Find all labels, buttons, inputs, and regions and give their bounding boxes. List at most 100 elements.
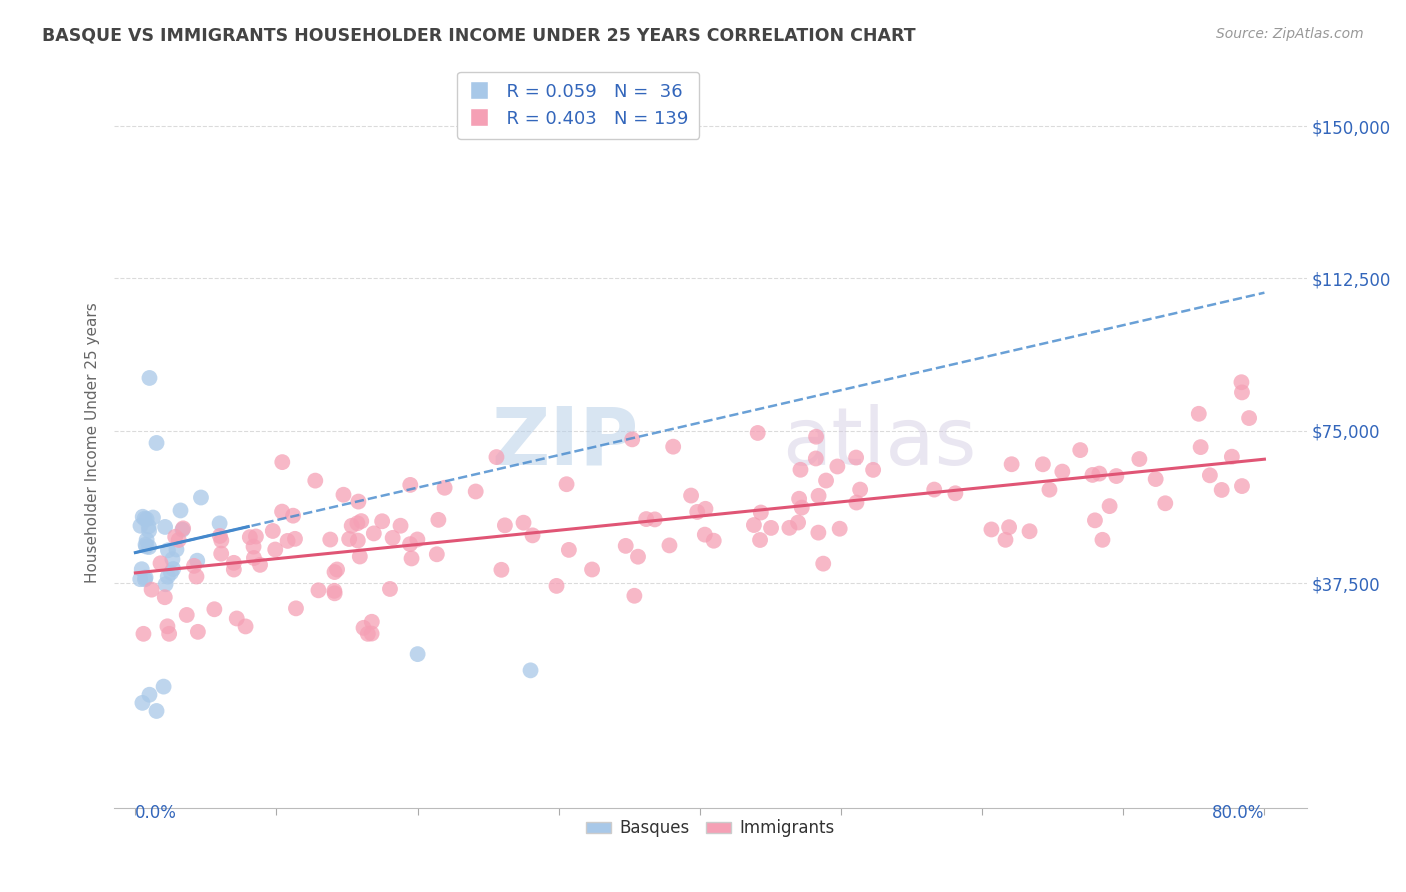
Point [160, 566, 183, 580]
Point [522, 528, 544, 542]
Point [135, 570, 157, 584]
Point [172, 523, 194, 537]
Point [271, 505, 294, 519]
Point [807, 525, 830, 540]
Point [134, 572, 156, 586]
Point [1230, 479, 1253, 493]
Point [681, 489, 703, 503]
Text: BASQUE VS IMMIGRANTS HOUSEHOLDER INCOME UNDER 25 YEARS CORRELATION CHART: BASQUE VS IMMIGRANTS HOUSEHOLDER INCOME … [42, 27, 915, 45]
Point [132, 627, 155, 641]
Point [165, 542, 187, 557]
Point [1018, 524, 1040, 539]
Point [1069, 443, 1091, 458]
Point [132, 509, 155, 524]
Point [332, 488, 354, 502]
Point [512, 516, 534, 530]
Point [621, 433, 644, 447]
Point [790, 500, 813, 515]
Point [558, 542, 581, 557]
Point [546, 579, 568, 593]
Point [1001, 457, 1024, 471]
Point [464, 484, 486, 499]
Point [623, 589, 645, 603]
Point [644, 512, 666, 526]
Point [145, 704, 167, 718]
Point [134, 511, 156, 525]
Point [636, 512, 658, 526]
Point [135, 533, 157, 547]
Point [378, 582, 401, 596]
Point [494, 518, 516, 533]
Point [1052, 465, 1074, 479]
Point [555, 477, 578, 491]
Point [129, 518, 152, 533]
Point [759, 521, 782, 535]
Point [141, 582, 163, 597]
Point [186, 554, 208, 568]
Point [347, 494, 370, 508]
Point [1088, 467, 1111, 481]
Point [1098, 499, 1121, 513]
Point [363, 526, 385, 541]
Point [357, 627, 380, 641]
Point [360, 626, 382, 640]
Point [845, 495, 868, 509]
Point [162, 562, 184, 576]
Point [277, 533, 299, 548]
Point [349, 549, 371, 564]
Point [789, 463, 811, 477]
Point [138, 688, 160, 702]
Point [371, 514, 394, 528]
Point [1105, 469, 1128, 483]
Text: atlas: atlas [782, 404, 976, 482]
Point [243, 551, 266, 566]
Point [208, 529, 231, 543]
Point [138, 540, 160, 554]
Point [308, 583, 330, 598]
Point [1230, 375, 1253, 389]
Point [155, 577, 177, 591]
Point [943, 486, 966, 500]
Point [1144, 472, 1167, 486]
Point [695, 501, 717, 516]
Point [239, 530, 262, 544]
Point [686, 505, 709, 519]
Point [399, 537, 422, 551]
Point [319, 533, 342, 547]
Point [749, 533, 772, 547]
Point [138, 371, 160, 385]
Y-axis label: Householder Income Under 25 years: Householder Income Under 25 years [86, 302, 100, 583]
Point [242, 540, 264, 554]
Point [186, 569, 208, 583]
Text: 80.0%: 80.0% [1212, 805, 1264, 822]
Point [1038, 483, 1060, 497]
Point [153, 520, 176, 534]
Point [491, 563, 513, 577]
Point [693, 527, 716, 541]
Point [389, 518, 412, 533]
Point [658, 538, 681, 552]
Point [209, 533, 232, 548]
Point [813, 557, 835, 571]
Point [1154, 496, 1177, 510]
Point [862, 463, 884, 477]
Point [922, 483, 945, 497]
Point [323, 586, 346, 600]
Point [323, 583, 346, 598]
Point [156, 619, 179, 633]
Point [249, 558, 271, 572]
Point [245, 529, 267, 543]
Point [271, 455, 294, 469]
Point [1188, 407, 1211, 421]
Point [581, 562, 603, 576]
Point [183, 558, 205, 573]
Point [222, 562, 245, 576]
Point [169, 503, 191, 517]
Point [281, 508, 304, 523]
Point [980, 523, 1002, 537]
Point [304, 474, 326, 488]
Point [1081, 467, 1104, 482]
Point [747, 425, 769, 440]
Point [284, 532, 307, 546]
Point [176, 607, 198, 622]
